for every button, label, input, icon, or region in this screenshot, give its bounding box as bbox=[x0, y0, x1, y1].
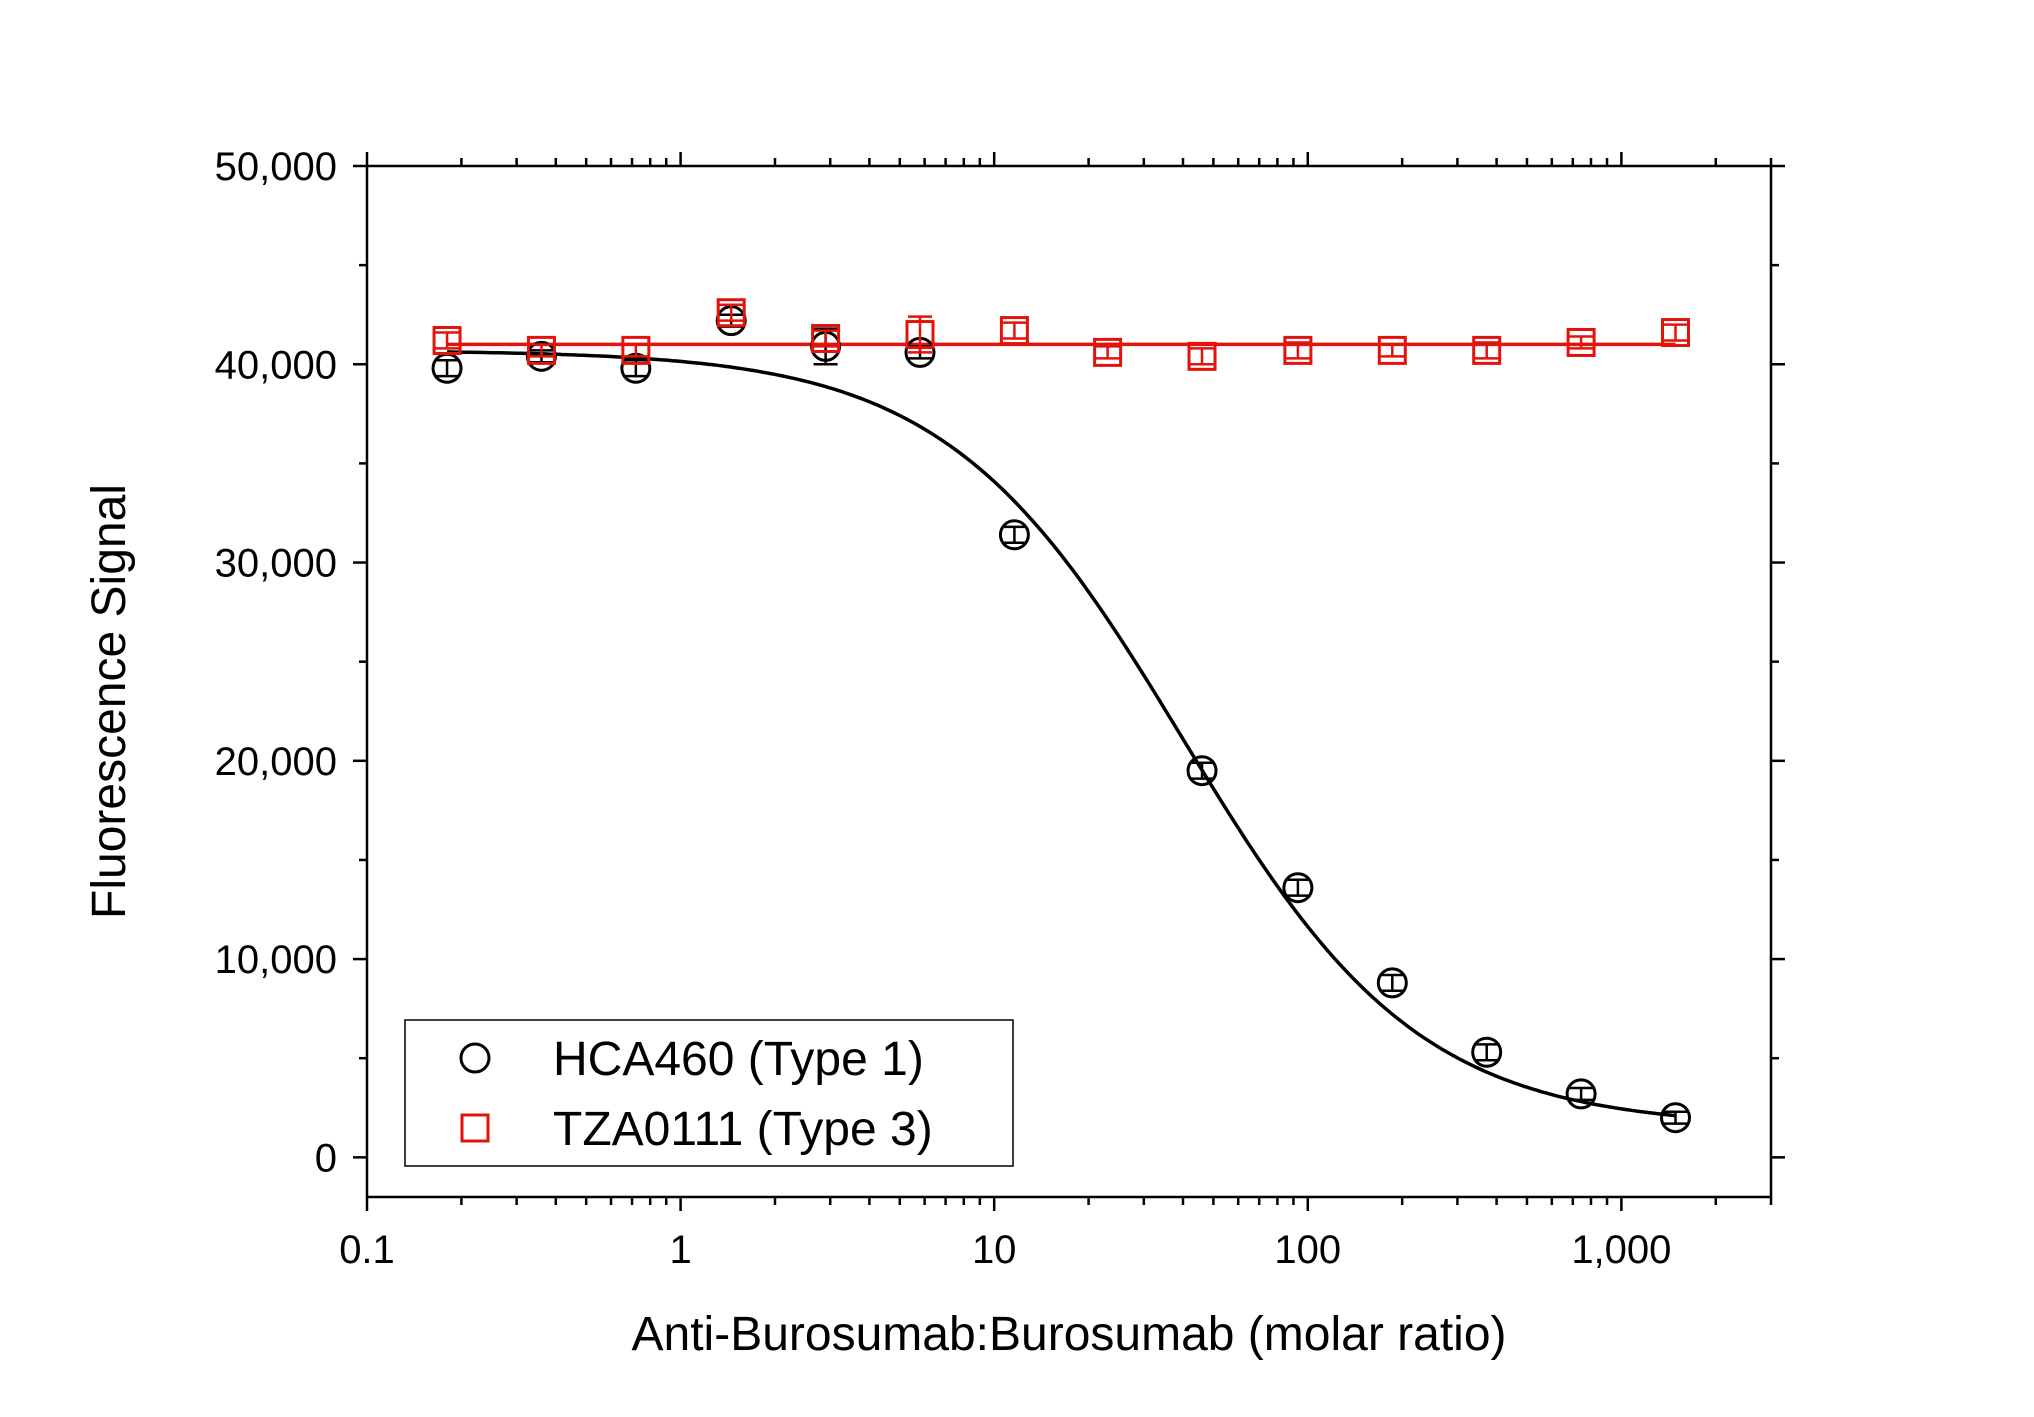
marker-square bbox=[999, 316, 1029, 346]
x-axis: 0.1 1 10 100 1,000 bbox=[339, 152, 1773, 1272]
data-point bbox=[811, 323, 841, 353]
data-point bbox=[1283, 335, 1313, 365]
data-point bbox=[1282, 872, 1314, 904]
marker-square bbox=[905, 320, 935, 350]
legend-marker-circle bbox=[459, 1042, 491, 1074]
legend-label: HCA460 (Type 1) bbox=[553, 1033, 924, 1086]
y-axis-label: Fluorescence Signal bbox=[83, 484, 136, 919]
marker-square bbox=[1093, 337, 1123, 367]
data-point bbox=[1566, 327, 1596, 357]
marker-square bbox=[1472, 335, 1502, 365]
x-tick-label: 0.1 bbox=[339, 1228, 395, 1272]
marker-square bbox=[1283, 335, 1313, 365]
x-axis-label: Anti-Burosumab:Burosumab (molar ratio) bbox=[632, 1308, 1507, 1361]
marker-circle bbox=[998, 519, 1030, 551]
legend-marker-square bbox=[460, 1113, 490, 1143]
marker-square bbox=[1661, 318, 1691, 348]
marker-circle bbox=[1376, 967, 1408, 999]
legend: HCA460 (Type 1) TZA0111 (Type 3) bbox=[404, 1019, 1014, 1167]
marker-square bbox=[716, 298, 746, 328]
data-point bbox=[431, 352, 463, 384]
marker-circle bbox=[1282, 872, 1314, 904]
y-tick-label: 30,000 bbox=[215, 542, 337, 586]
x-tick-label: 1 bbox=[669, 1228, 691, 1272]
marker-square bbox=[526, 335, 556, 365]
fit-curves bbox=[447, 342, 1676, 1118]
marker-circle bbox=[1471, 1036, 1503, 1068]
data-point bbox=[621, 335, 651, 365]
y-tick-label: 20,000 bbox=[215, 740, 337, 784]
data-point bbox=[998, 519, 1030, 551]
y-tick-label: 40,000 bbox=[215, 343, 337, 387]
x-tick-label: 100 bbox=[1274, 1228, 1341, 1272]
data-point bbox=[432, 325, 462, 355]
x-tick-label: 10 bbox=[972, 1228, 1017, 1272]
plot-frame bbox=[365, 164, 1773, 1199]
y-tick-label: 50,000 bbox=[215, 145, 337, 189]
x-tick-label: 1,000 bbox=[1571, 1228, 1671, 1272]
marker-circle bbox=[1660, 1102, 1692, 1134]
data-point bbox=[1660, 1102, 1692, 1134]
marker-circle bbox=[1186, 755, 1218, 787]
marker-square bbox=[1377, 335, 1407, 365]
legend-label: TZA0111 (Type 3) bbox=[553, 1103, 933, 1156]
data-point bbox=[1376, 967, 1408, 999]
y-axis: 0 10,000 20,000 30,000 40,000 50,000 bbox=[215, 145, 1785, 1180]
data-point bbox=[1187, 341, 1217, 371]
data-point bbox=[526, 335, 556, 365]
data-point bbox=[1186, 755, 1218, 787]
data-point bbox=[716, 298, 746, 328]
data-point bbox=[1565, 1078, 1597, 1110]
marker-square bbox=[1187, 341, 1217, 371]
marker-square bbox=[1566, 327, 1596, 357]
data-point bbox=[1471, 1036, 1503, 1068]
data-point bbox=[1093, 337, 1123, 367]
data-point bbox=[1472, 335, 1502, 365]
marker-square bbox=[621, 335, 651, 365]
marker-circle bbox=[1565, 1078, 1597, 1110]
data-point bbox=[999, 316, 1029, 346]
fit-curve bbox=[447, 350, 1676, 1118]
data-point bbox=[1377, 335, 1407, 365]
y-tick-label: 10,000 bbox=[215, 938, 337, 982]
y-tick-label: 0 bbox=[315, 1136, 337, 1180]
marker-square bbox=[432, 325, 462, 355]
data-points bbox=[431, 298, 1692, 1134]
data-point bbox=[905, 315, 935, 354]
data-point bbox=[1661, 318, 1691, 348]
marker-square bbox=[811, 323, 841, 353]
legend-box bbox=[404, 1019, 1014, 1167]
